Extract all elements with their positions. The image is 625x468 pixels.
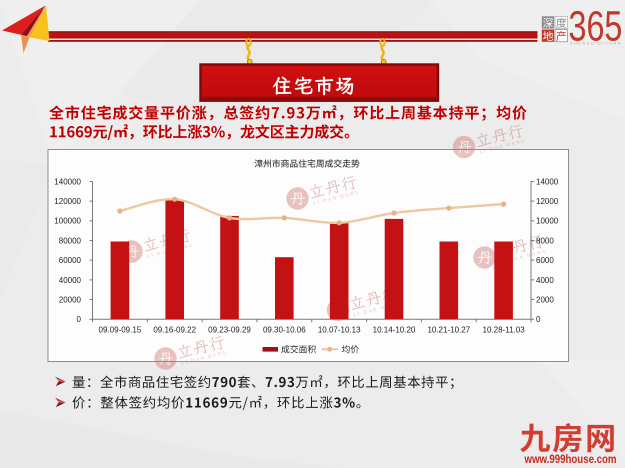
svg-text:140000: 140000 — [54, 177, 81, 186]
svg-text:365: 365 — [569, 2, 623, 49]
svg-text:14000: 14000 — [536, 177, 559, 186]
svg-text:09.09-09.15: 09.09-09.15 — [99, 326, 142, 335]
svg-text:0: 0 — [77, 315, 82, 324]
svg-text:10.21-10.27: 10.21-10.27 — [427, 326, 470, 335]
svg-text:www.999house.com: www.999house.com — [524, 452, 617, 466]
svg-text:10000: 10000 — [536, 217, 559, 226]
svg-text:12000: 12000 — [536, 197, 559, 206]
svg-text:0: 0 — [536, 315, 541, 324]
svg-text:10.07-10.13: 10.07-10.13 — [318, 326, 361, 335]
svg-text:120000: 120000 — [54, 197, 81, 206]
svg-text:100000: 100000 — [54, 217, 81, 226]
svg-text:80000: 80000 — [59, 236, 82, 245]
svg-text:10.28-11.03: 10.28-11.03 — [483, 326, 526, 335]
svg-text:10.14-10.20: 10.14-10.20 — [373, 326, 416, 335]
svg-text:60000: 60000 — [59, 256, 82, 265]
svg-text:6000: 6000 — [536, 256, 554, 265]
svg-text:09.23-09.29: 09.23-09.29 — [208, 326, 251, 335]
svg-text:SHENDU DICHAN 365NET: SHENDU DICHAN 365NET — [570, 42, 625, 46]
svg-text:4000: 4000 — [536, 276, 554, 285]
svg-text:09.30-10.06: 09.30-10.06 — [263, 326, 306, 335]
svg-text:09.16-09.22: 09.16-09.22 — [153, 326, 196, 335]
svg-text:20000: 20000 — [59, 295, 82, 304]
svg-text:8000: 8000 — [536, 236, 554, 245]
svg-text:40000: 40000 — [59, 276, 82, 285]
svg-text:2000: 2000 — [536, 295, 554, 304]
